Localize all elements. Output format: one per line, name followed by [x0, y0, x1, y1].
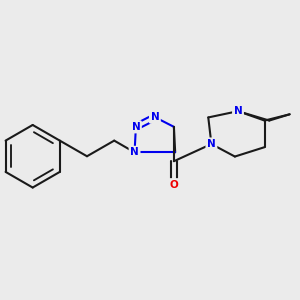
Text: N: N: [131, 122, 140, 132]
Text: N: N: [234, 106, 242, 116]
Text: N: N: [130, 147, 139, 157]
Text: N: N: [207, 139, 216, 149]
Text: O: O: [169, 180, 178, 190]
Text: N: N: [151, 112, 159, 122]
